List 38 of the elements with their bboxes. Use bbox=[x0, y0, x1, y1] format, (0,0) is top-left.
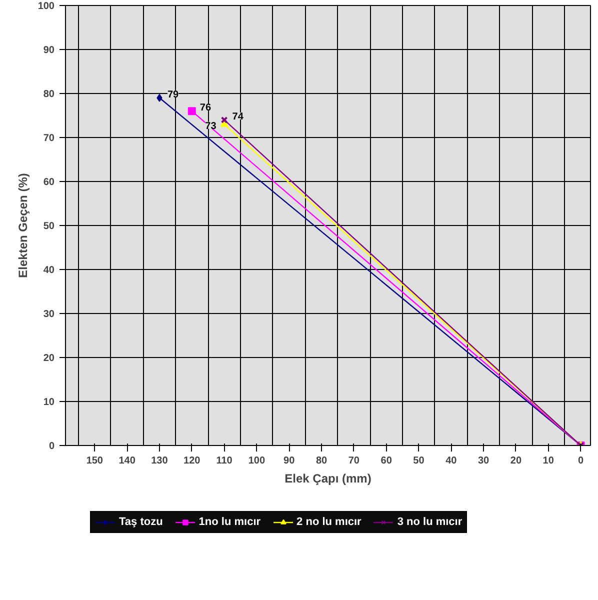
x-tick-label: 50 bbox=[413, 456, 425, 466]
y-tick-label: 20 bbox=[43, 353, 55, 364]
y-tick-label: 80 bbox=[43, 89, 55, 100]
x-tick-label: 60 bbox=[380, 456, 392, 466]
y-tick-label: 0 bbox=[48, 441, 55, 452]
y-tick-label: 40 bbox=[43, 265, 55, 276]
y-tick-label: 70 bbox=[43, 133, 55, 144]
x-tick-label: 130 bbox=[151, 456, 168, 466]
data-label: 76 bbox=[200, 102, 212, 114]
y-tick-label: 100 bbox=[38, 1, 55, 12]
x-tick-label: 110 bbox=[216, 456, 233, 466]
x-tick-label: 100 bbox=[248, 456, 266, 466]
x-tick-label: 80 bbox=[316, 456, 328, 466]
x-tick-label: 70 bbox=[348, 456, 360, 466]
x-tick-label: 30 bbox=[478, 456, 490, 466]
y-axis-title: Elekten Geçen (%) bbox=[16, 173, 30, 278]
x-tick-label: 10 bbox=[542, 456, 554, 466]
data-label: 79 bbox=[167, 89, 180, 100]
y-tick-label: 30 bbox=[43, 309, 55, 320]
legend-label: 3 no lu mıcır bbox=[397, 516, 462, 528]
x-tick-label: 150 bbox=[86, 456, 104, 466]
y-tick-label: 90 bbox=[43, 45, 55, 56]
x-axis-title: Elek Çapı (mm) bbox=[284, 472, 372, 486]
legend-label: 1no lu mıcır bbox=[198, 516, 261, 528]
data-label: 73 bbox=[205, 120, 217, 132]
legend-label: Taş tozu bbox=[119, 516, 163, 528]
x-tick-label: 0 bbox=[578, 456, 584, 466]
y-tick-label: 60 bbox=[43, 177, 55, 188]
data-label: 74 bbox=[232, 111, 244, 122]
legend-label: 2 no lu mıcır bbox=[296, 516, 362, 528]
x-tick-label: 90 bbox=[284, 456, 296, 466]
y-tick-label: 10 bbox=[43, 397, 55, 408]
x-tick-label: 20 bbox=[510, 456, 522, 466]
point bbox=[188, 107, 196, 116]
y-tick-label: 50 bbox=[43, 221, 55, 232]
x-tick-label: 120 bbox=[184, 456, 201, 466]
x-tick-label: 40 bbox=[446, 456, 458, 466]
x-tick-label: 140 bbox=[118, 456, 136, 466]
